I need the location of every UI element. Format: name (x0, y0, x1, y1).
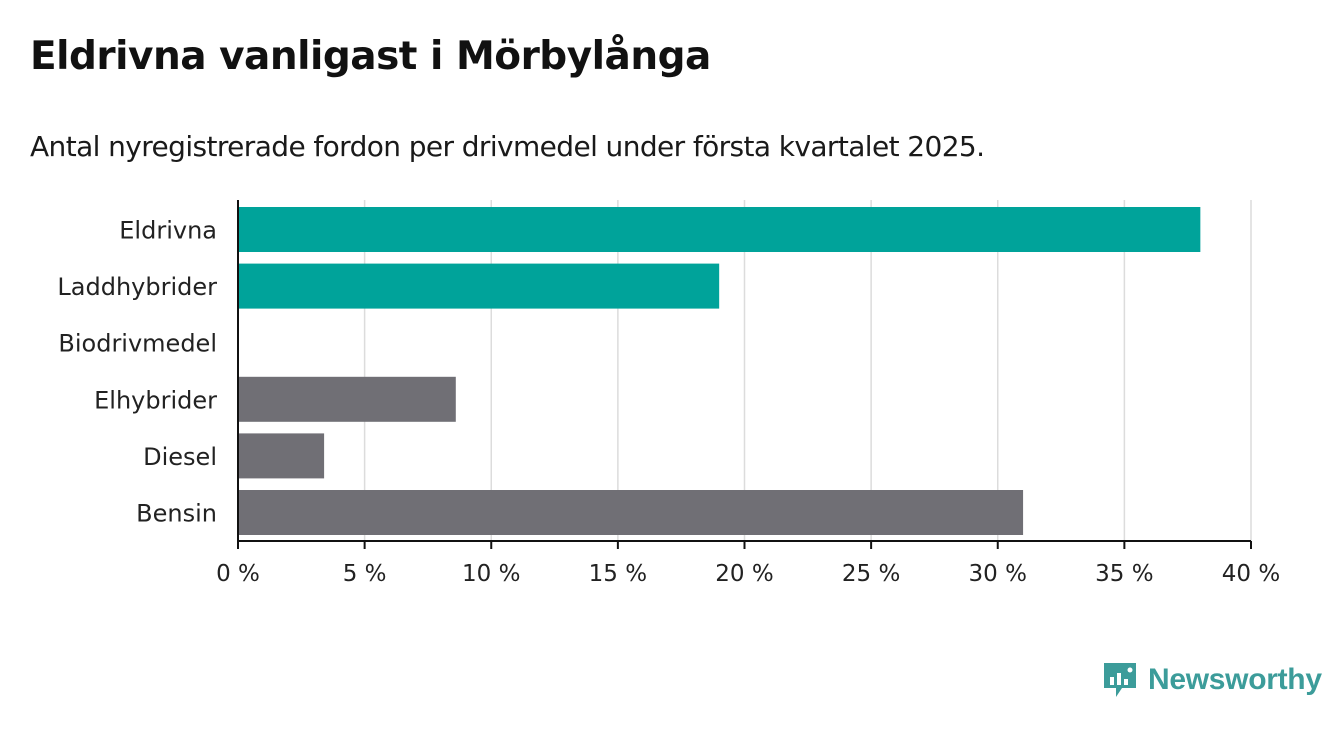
x-tick-label: 10 % (462, 561, 520, 587)
bar-chart: Eldrivna Laddhybrider Biodrivmedel Elhybrid… (57, 200, 1280, 587)
category-label: Laddhybrider (57, 273, 217, 301)
x-tick-label: 20 % (715, 561, 773, 587)
bar (238, 433, 325, 479)
x-tick-label: 25 % (842, 561, 900, 587)
chart-subtitle: Antal nyregistrerade fordon per drivmede… (30, 130, 985, 163)
category-label: Biodrivmedel (58, 330, 217, 358)
x-tick-label: 15 % (589, 561, 647, 587)
bar (238, 263, 720, 309)
x-tick-label: 30 % (969, 561, 1027, 587)
x-tick-label: 35 % (1095, 561, 1153, 587)
category-label: Bensin (136, 500, 217, 528)
bar-chart-icon (1104, 663, 1136, 697)
x-tick-label: 5 % (343, 561, 387, 587)
bar (238, 207, 1201, 252)
newsworthy-logo: Newsworthy (1102, 660, 1322, 700)
chart-title: Eldrivna vanligast i Mörbylånga (30, 34, 711, 79)
category-label: Diesel (143, 443, 217, 471)
x-tick-label: 40 % (1222, 561, 1280, 587)
bar (238, 376, 456, 422)
brand-name: Newsworthy (1148, 663, 1322, 696)
bar (238, 490, 1024, 535)
category-label: Elhybrider (94, 386, 217, 414)
x-tick-label: 0 % (216, 561, 260, 587)
category-label: Eldrivna (119, 217, 217, 245)
